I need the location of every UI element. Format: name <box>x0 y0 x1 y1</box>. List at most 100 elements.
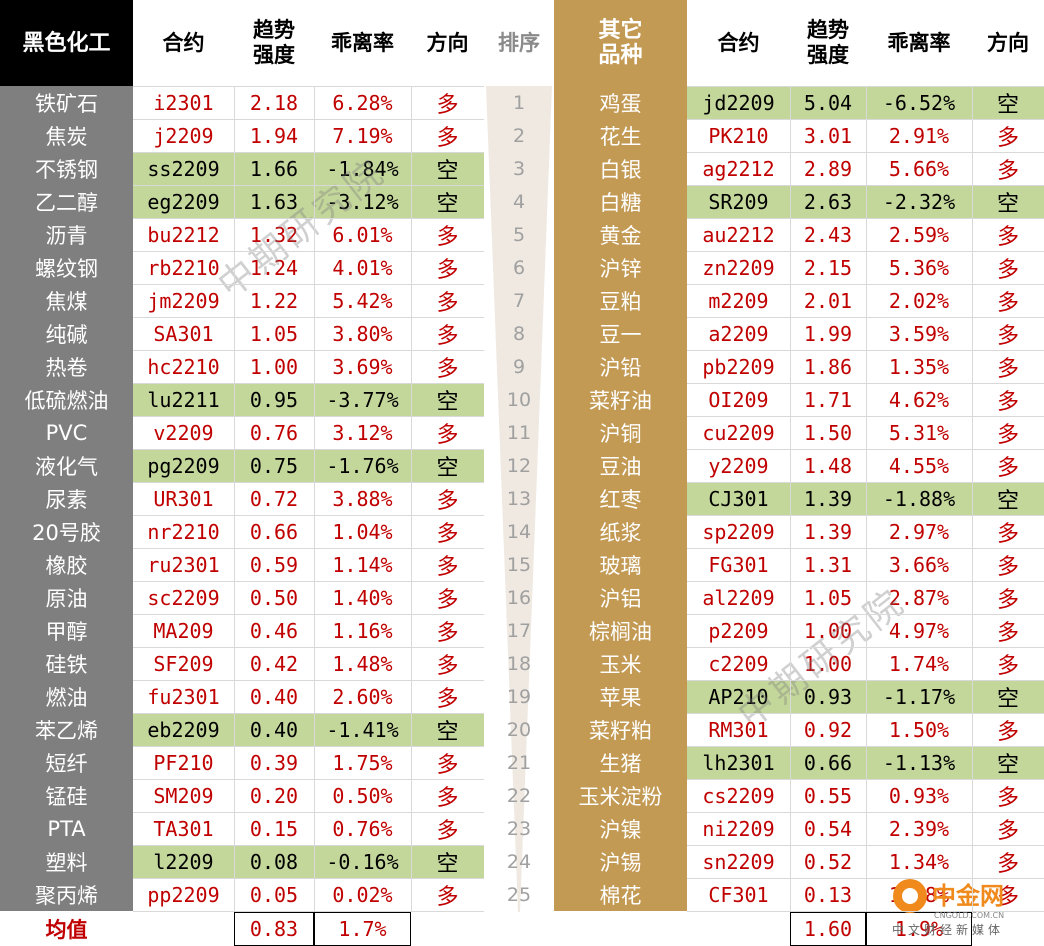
right-product-name: 沪镍 <box>554 812 687 845</box>
left-contract-code: j2209 <box>153 123 214 148</box>
left-deviation-rate: -3.12% <box>314 185 411 218</box>
row-divider <box>687 680 1044 681</box>
row-divider <box>687 911 1044 912</box>
right-product-name: 苹果 <box>554 680 687 713</box>
rank-number: 9 <box>512 355 526 378</box>
left-product-name: 塑料 <box>0 845 133 878</box>
right-trend-strength: 2.15 <box>803 255 853 280</box>
left-contract-code: pp2209 <box>147 882 220 907</box>
rank-number: 4 <box>512 190 526 213</box>
right-trend-strength: 0.92 <box>803 717 853 742</box>
rank-number: 20 <box>506 718 532 741</box>
row-divider <box>133 845 484 846</box>
row-divider <box>687 119 1044 120</box>
rank-wedge-decoration <box>486 86 552 912</box>
left-contract-code: jm2209 <box>147 288 220 313</box>
right-trend-strength: 0.55 <box>803 783 853 808</box>
right-deviation-rate: 2.39% <box>888 816 950 841</box>
row-divider <box>133 317 484 318</box>
left-deviation-rate: 1.75% <box>332 750 393 775</box>
left-direction: 多 <box>436 422 459 448</box>
left-average-deviation: 1.7% <box>314 912 411 946</box>
left-direction: 空 <box>411 845 484 878</box>
right-deviation-rate: -1.88% <box>866 482 972 515</box>
left-trend-strength: 1.05 <box>249 321 299 346</box>
right-trend-strength: 0.93 <box>790 680 866 713</box>
right-deviation-rate: 2.59% <box>888 222 950 247</box>
column-divider <box>411 86 412 911</box>
left-trend-strength: 1.24 <box>249 255 299 280</box>
left-trend-strength: 1.00 <box>249 354 299 379</box>
right-contract-code: a2209 <box>708 321 769 346</box>
rank-number: 12 <box>506 454 532 477</box>
row-divider <box>133 779 484 780</box>
right-direction: 多 <box>996 587 1019 613</box>
right-direction: 多 <box>996 785 1019 811</box>
left-direction: 多 <box>436 818 459 844</box>
right-trend-strength: 0.52 <box>803 849 853 874</box>
right-trend-strength: 5.04 <box>790 86 866 119</box>
row-divider <box>133 878 484 879</box>
left-contract-code: UR301 <box>153 486 214 511</box>
right-trend-strength: 1.39 <box>803 519 853 544</box>
left-product-name: 原油 <box>0 581 133 614</box>
left-product-name: 沥青 <box>0 218 133 251</box>
left-trend-strength: 0.95 <box>234 383 314 416</box>
right-contract-code: ni2209 <box>702 816 775 841</box>
rank-number: 22 <box>506 784 532 807</box>
row-divider <box>133 581 484 582</box>
left-product-name: 纯碱 <box>0 317 133 350</box>
row-divider <box>687 383 1044 384</box>
right-trend-strength: 0.66 <box>790 746 866 779</box>
left-trend-strength: 1.32 <box>249 222 299 247</box>
left-contract-code: v2209 <box>153 420 214 445</box>
row-divider <box>133 812 484 813</box>
rank-number: 18 <box>506 652 532 675</box>
rank-number: 13 <box>506 487 532 510</box>
right-deviation-rate: 4.97% <box>888 618 950 643</box>
right-product-name: 沪铜 <box>554 416 687 449</box>
left-direction: 空 <box>411 449 484 482</box>
rank-number: 5 <box>512 223 526 246</box>
svg-text:中金网: 中金网 <box>932 882 1004 910</box>
right-deviation-rate: 5.36% <box>888 255 950 280</box>
right-product-name: 黄金 <box>554 218 687 251</box>
right-direction: 多 <box>996 719 1019 745</box>
row-divider <box>687 515 1044 516</box>
right-header-deviation: 乖离率 <box>866 0 972 86</box>
left-contract-code: MA209 <box>153 618 214 643</box>
left-trend-strength: 0.59 <box>249 552 299 577</box>
left-contract-code: pg2209 <box>133 449 234 482</box>
rank-number: 15 <box>506 553 532 576</box>
left-header-deviation: 乖离率 <box>314 0 411 86</box>
left-trend-strength: 0.75 <box>234 449 314 482</box>
right-section-title: 其它 品种 <box>554 0 687 86</box>
row-divider <box>687 647 1044 648</box>
right-contract-code: sn2209 <box>702 849 775 874</box>
left-contract-code: nr2210 <box>147 519 220 544</box>
left-product-name: 尿素 <box>0 482 133 515</box>
row-divider <box>687 482 1044 483</box>
row-divider <box>133 218 484 219</box>
right-direction: 多 <box>996 620 1019 646</box>
left-product-name: 橡胶 <box>0 548 133 581</box>
right-direction: 多 <box>996 356 1019 382</box>
right-direction: 多 <box>996 884 1019 910</box>
right-direction: 空 <box>972 482 1044 515</box>
right-deviation-rate: 5.66% <box>888 156 950 181</box>
right-deviation-rate: 2.87% <box>888 585 950 610</box>
right-trend-strength: 1.00 <box>803 618 853 643</box>
rank-number: 25 <box>506 883 532 906</box>
right-deviation-rate: 3.59% <box>888 321 950 346</box>
left-product-name: 液化气 <box>0 449 133 482</box>
right-product-name: 红枣 <box>554 482 687 515</box>
right-direction: 多 <box>996 818 1019 844</box>
left-direction: 多 <box>436 620 459 646</box>
right-contract-code: jd2209 <box>687 86 790 119</box>
left-contract-code: ss2209 <box>133 152 234 185</box>
left-product-name: 苯乙烯 <box>0 713 133 746</box>
rank-number: 23 <box>506 817 532 840</box>
left-section-title: 黑色化工 <box>0 0 133 86</box>
right-direction: 空 <box>972 746 1044 779</box>
right-deviation-rate: 5.31% <box>888 420 950 445</box>
